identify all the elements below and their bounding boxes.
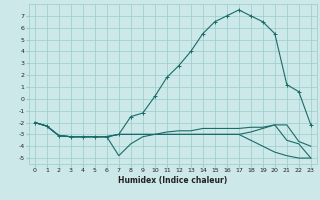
X-axis label: Humidex (Indice chaleur): Humidex (Indice chaleur) (118, 176, 228, 185)
